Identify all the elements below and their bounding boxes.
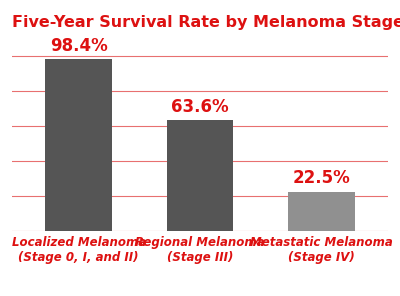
Text: 98.4%: 98.4%	[50, 37, 108, 55]
Bar	[167, 120, 233, 231]
Text: 22.5%: 22.5%	[292, 169, 350, 187]
Bar	[45, 59, 112, 231]
Bar	[288, 192, 355, 231]
Text: 63.6%: 63.6%	[171, 98, 229, 115]
Text: Five-Year Survival Rate by Melanoma Stage: Five-Year Survival Rate by Melanoma Stag…	[12, 15, 400, 30]
